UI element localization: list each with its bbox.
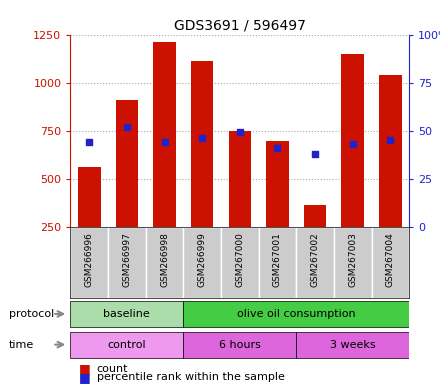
Bar xyxy=(304,205,326,227)
Text: control: control xyxy=(107,339,146,350)
Text: 3 weeks: 3 weeks xyxy=(330,339,376,350)
Text: GSM266996: GSM266996 xyxy=(85,232,94,287)
Point xyxy=(274,145,281,151)
Text: GSM266997: GSM266997 xyxy=(122,232,132,287)
Bar xyxy=(266,141,289,227)
Point xyxy=(86,139,93,145)
Title: GDS3691 / 596497: GDS3691 / 596497 xyxy=(174,18,306,32)
Text: ■: ■ xyxy=(79,371,91,384)
Bar xyxy=(70,332,183,358)
Point xyxy=(387,137,394,143)
Bar xyxy=(228,131,251,227)
Bar xyxy=(371,227,409,298)
Bar xyxy=(183,332,296,358)
Text: GSM267001: GSM267001 xyxy=(273,232,282,287)
Text: GSM266998: GSM266998 xyxy=(160,232,169,287)
Bar xyxy=(116,100,138,227)
Text: 6 hours: 6 hours xyxy=(219,339,261,350)
Bar xyxy=(146,227,183,298)
Text: count: count xyxy=(97,364,128,374)
Text: protocol: protocol xyxy=(9,309,54,319)
Bar xyxy=(221,227,259,298)
Bar xyxy=(78,167,100,227)
Bar xyxy=(70,301,183,327)
Text: GSM267003: GSM267003 xyxy=(348,232,357,287)
Bar xyxy=(70,227,108,298)
Point xyxy=(123,124,130,130)
Bar xyxy=(108,227,146,298)
Bar xyxy=(183,227,221,298)
Bar xyxy=(296,227,334,298)
Text: GSM267000: GSM267000 xyxy=(235,232,244,287)
Bar xyxy=(153,42,176,227)
Bar xyxy=(191,61,213,227)
Point xyxy=(236,129,243,136)
Point xyxy=(312,151,319,157)
Text: GSM266999: GSM266999 xyxy=(198,232,207,287)
Bar xyxy=(379,75,402,227)
Text: baseline: baseline xyxy=(103,309,150,319)
Text: time: time xyxy=(9,339,34,350)
Bar xyxy=(183,301,409,327)
Text: percentile rank within the sample: percentile rank within the sample xyxy=(97,372,285,382)
Point xyxy=(161,139,168,145)
Text: GSM267004: GSM267004 xyxy=(386,232,395,287)
Point xyxy=(198,135,205,141)
Text: olive oil consumption: olive oil consumption xyxy=(237,309,356,319)
Bar xyxy=(259,227,296,298)
Text: ■: ■ xyxy=(79,362,91,375)
Text: GSM267002: GSM267002 xyxy=(311,232,319,287)
Bar xyxy=(334,227,371,298)
Bar xyxy=(341,54,364,227)
Bar xyxy=(296,332,409,358)
Point xyxy=(349,141,356,147)
